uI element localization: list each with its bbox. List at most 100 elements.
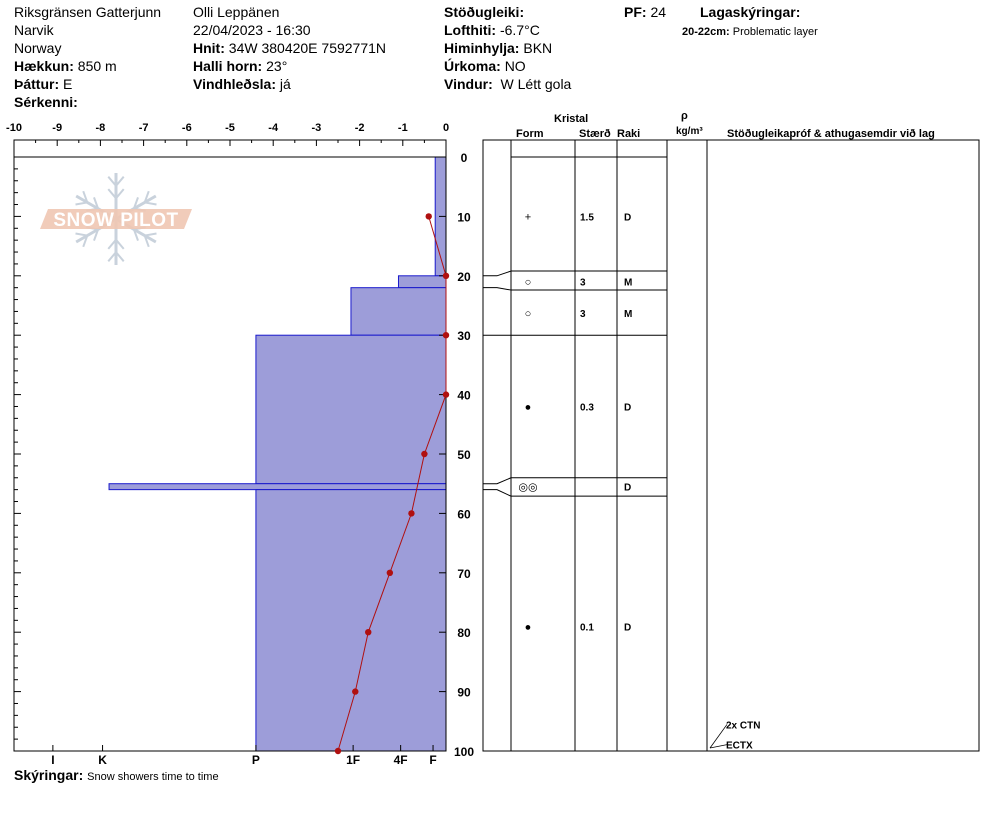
snowflake-branch	[132, 197, 139, 209]
depth-tick-label: 20	[457, 270, 471, 284]
aspect-row: Þáttur: E	[14, 76, 72, 92]
hardness-bar	[397, 275, 447, 289]
comments-label: Skýringar:	[14, 767, 84, 783]
hardness-profile	[108, 156, 447, 752]
snowflake-branch	[144, 232, 157, 237]
layer-size: 1.5	[580, 212, 594, 223]
hardness-tick-label: F	[429, 753, 436, 767]
pf-value: 24	[650, 4, 667, 20]
depth-tick-label: 80	[457, 626, 471, 640]
depth-tick-label: 70	[457, 567, 471, 581]
form-header: Form	[516, 128, 544, 140]
temperature-point	[421, 450, 428, 458]
snowflake-branch	[115, 176, 125, 187]
coords-label: Hnit:	[193, 40, 225, 56]
rho-header: ρ	[681, 110, 688, 122]
temperature-point	[442, 332, 450, 339]
layer-note-row: 20-22cm: Problematic layer	[682, 24, 818, 40]
layer-boundary-connector	[483, 489, 512, 497]
layer-note-text: Problematic layer	[732, 26, 818, 38]
layer-size: 0.3	[580, 402, 594, 413]
temp-tick-label: -4	[268, 122, 279, 134]
temperature-point	[425, 213, 432, 220]
region: Narvik	[14, 22, 54, 38]
depth-tick-label: 0	[461, 151, 468, 165]
snowflake-branch	[82, 235, 89, 248]
wind-row: Vindur: W Létt gola	[444, 76, 571, 92]
wind-label: Vindur:	[444, 76, 493, 92]
layer-wetness: M	[624, 278, 632, 289]
snowflake-branch	[93, 229, 100, 241]
slope-value: 23°	[266, 58, 288, 74]
aspect-value: E	[63, 76, 73, 92]
location: Riksgränsen Gatterjunn	[14, 4, 162, 20]
air-temp-value: -6.7°C	[499, 22, 540, 38]
coords-row: Hnit: 34W 380420E 7592771N	[193, 40, 386, 56]
depth-tick-label: 60	[457, 507, 471, 521]
sky-row: Himinhylja: BKN	[444, 40, 552, 56]
pf-label: PF:	[624, 4, 647, 20]
layer-note-depth: 20-22cm:	[682, 26, 730, 38]
temp-tick-label: -5	[225, 122, 235, 134]
test-pointer	[709, 744, 728, 749]
layer-boundary-connector	[483, 477, 512, 485]
logo-banner	[40, 209, 192, 229]
snowflake-branch	[107, 251, 117, 262]
hardness-bar	[108, 483, 447, 491]
snowflake-branch	[75, 232, 88, 237]
hardness-tick-label: I	[51, 753, 54, 767]
layer-notes-label: Lagaskýringar:	[700, 4, 801, 20]
wind-loading-value: já	[279, 76, 291, 92]
depth-tick-label: 30	[457, 329, 471, 343]
wind-value: W Létt gola	[500, 76, 572, 92]
snowflake-branch	[115, 188, 125, 199]
layer-boundary-connector	[483, 270, 512, 277]
test-pointer	[709, 724, 728, 749]
temperature-point	[442, 391, 450, 398]
temperature-line	[337, 216, 447, 752]
snowflake-branch	[143, 190, 150, 203]
depth-tick-label: 50	[457, 448, 471, 462]
depth-tick-label: 100	[454, 745, 474, 759]
size-header: Stærð	[579, 128, 611, 140]
layer-form: ●	[525, 621, 532, 633]
observer: Olli Leppänen	[193, 4, 280, 20]
hardness-bar	[255, 489, 447, 752]
chart-axes: -10 -9 -8 -7 -6 -5 -4 -3 -2 -1 0010203040506070809…	[6, 122, 474, 767]
snowflake-branch	[107, 188, 117, 199]
temp-tick-label: -10	[6, 122, 22, 134]
snowflake-branch	[82, 190, 89, 203]
temperature-point	[442, 272, 450, 279]
hardness-tick-label: K	[98, 753, 107, 767]
pf-row: PF: 24	[624, 4, 666, 20]
layer-form: ○	[525, 308, 532, 320]
features-label: Sérkenni:	[14, 94, 78, 110]
snowpilot-logo: SNOW PILOT	[40, 173, 192, 265]
snowflake-branch	[144, 201, 157, 206]
elevation-label: Hækkun:	[14, 58, 74, 74]
country: Norway	[14, 40, 62, 56]
wind-loading-label: Vindhleðsla:	[193, 76, 276, 92]
comments-row: Skýringar: Snow showers time to time	[14, 767, 219, 785]
slope-label: Halli horn:	[193, 58, 263, 74]
temp-tick-label: 0	[443, 122, 449, 134]
elevation-value: 850 m	[77, 58, 117, 74]
temp-tick-label: -8	[96, 122, 106, 134]
density-unit-header: kg/m³	[676, 126, 703, 137]
datetime: 22/04/2023 - 16:30	[193, 22, 311, 38]
layer-size: 0.1	[580, 622, 594, 633]
layer-boundary-connector	[483, 287, 512, 291]
temp-tick-label: -9	[52, 122, 62, 134]
temperature-point	[408, 510, 415, 517]
coords-value: 34W 380420E 7592771N	[228, 40, 387, 56]
depth-tick-label: 40	[457, 389, 471, 403]
table-frame	[482, 139, 980, 752]
layer-wetness: M	[624, 309, 632, 320]
snowflake-branch	[107, 176, 117, 187]
hardness-bar	[350, 287, 447, 336]
wetness-header: Raki	[617, 128, 641, 140]
temp-tick-label: -6	[182, 122, 192, 134]
logo-text: SNOW PILOT	[53, 210, 178, 231]
hardness-tick-label: P	[252, 753, 260, 767]
